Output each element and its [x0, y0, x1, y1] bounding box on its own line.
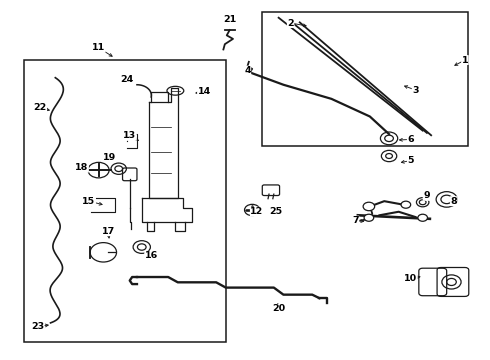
- Text: 4: 4: [244, 66, 251, 75]
- Text: 1: 1: [462, 55, 468, 64]
- Text: 17: 17: [101, 227, 115, 236]
- Text: 18: 18: [75, 163, 88, 172]
- Text: 10: 10: [404, 274, 417, 283]
- Text: 5: 5: [407, 156, 414, 165]
- Text: 22: 22: [33, 103, 47, 112]
- Text: 19: 19: [103, 153, 116, 162]
- Text: 25: 25: [270, 207, 283, 216]
- Circle shape: [401, 201, 411, 208]
- Circle shape: [418, 214, 427, 221]
- Text: 24: 24: [121, 75, 134, 84]
- Text: 9: 9: [423, 192, 430, 201]
- Circle shape: [363, 202, 375, 211]
- Bar: [24, 60, 226, 342]
- Text: 12: 12: [250, 207, 264, 216]
- Text: 8: 8: [450, 197, 457, 206]
- Text: 3: 3: [412, 86, 419, 95]
- Text: 16: 16: [145, 251, 158, 260]
- Text: 6: 6: [407, 135, 414, 144]
- Text: 15: 15: [82, 197, 96, 206]
- Bar: [262, 13, 468, 147]
- Text: 11: 11: [92, 43, 105, 52]
- Text: 2: 2: [287, 18, 294, 27]
- Text: 13: 13: [123, 131, 136, 140]
- Text: 14: 14: [197, 87, 211, 96]
- Text: 7: 7: [352, 216, 359, 225]
- Circle shape: [364, 214, 374, 221]
- Text: 21: 21: [223, 15, 236, 24]
- Text: 20: 20: [272, 304, 285, 313]
- Text: 23: 23: [31, 322, 44, 331]
